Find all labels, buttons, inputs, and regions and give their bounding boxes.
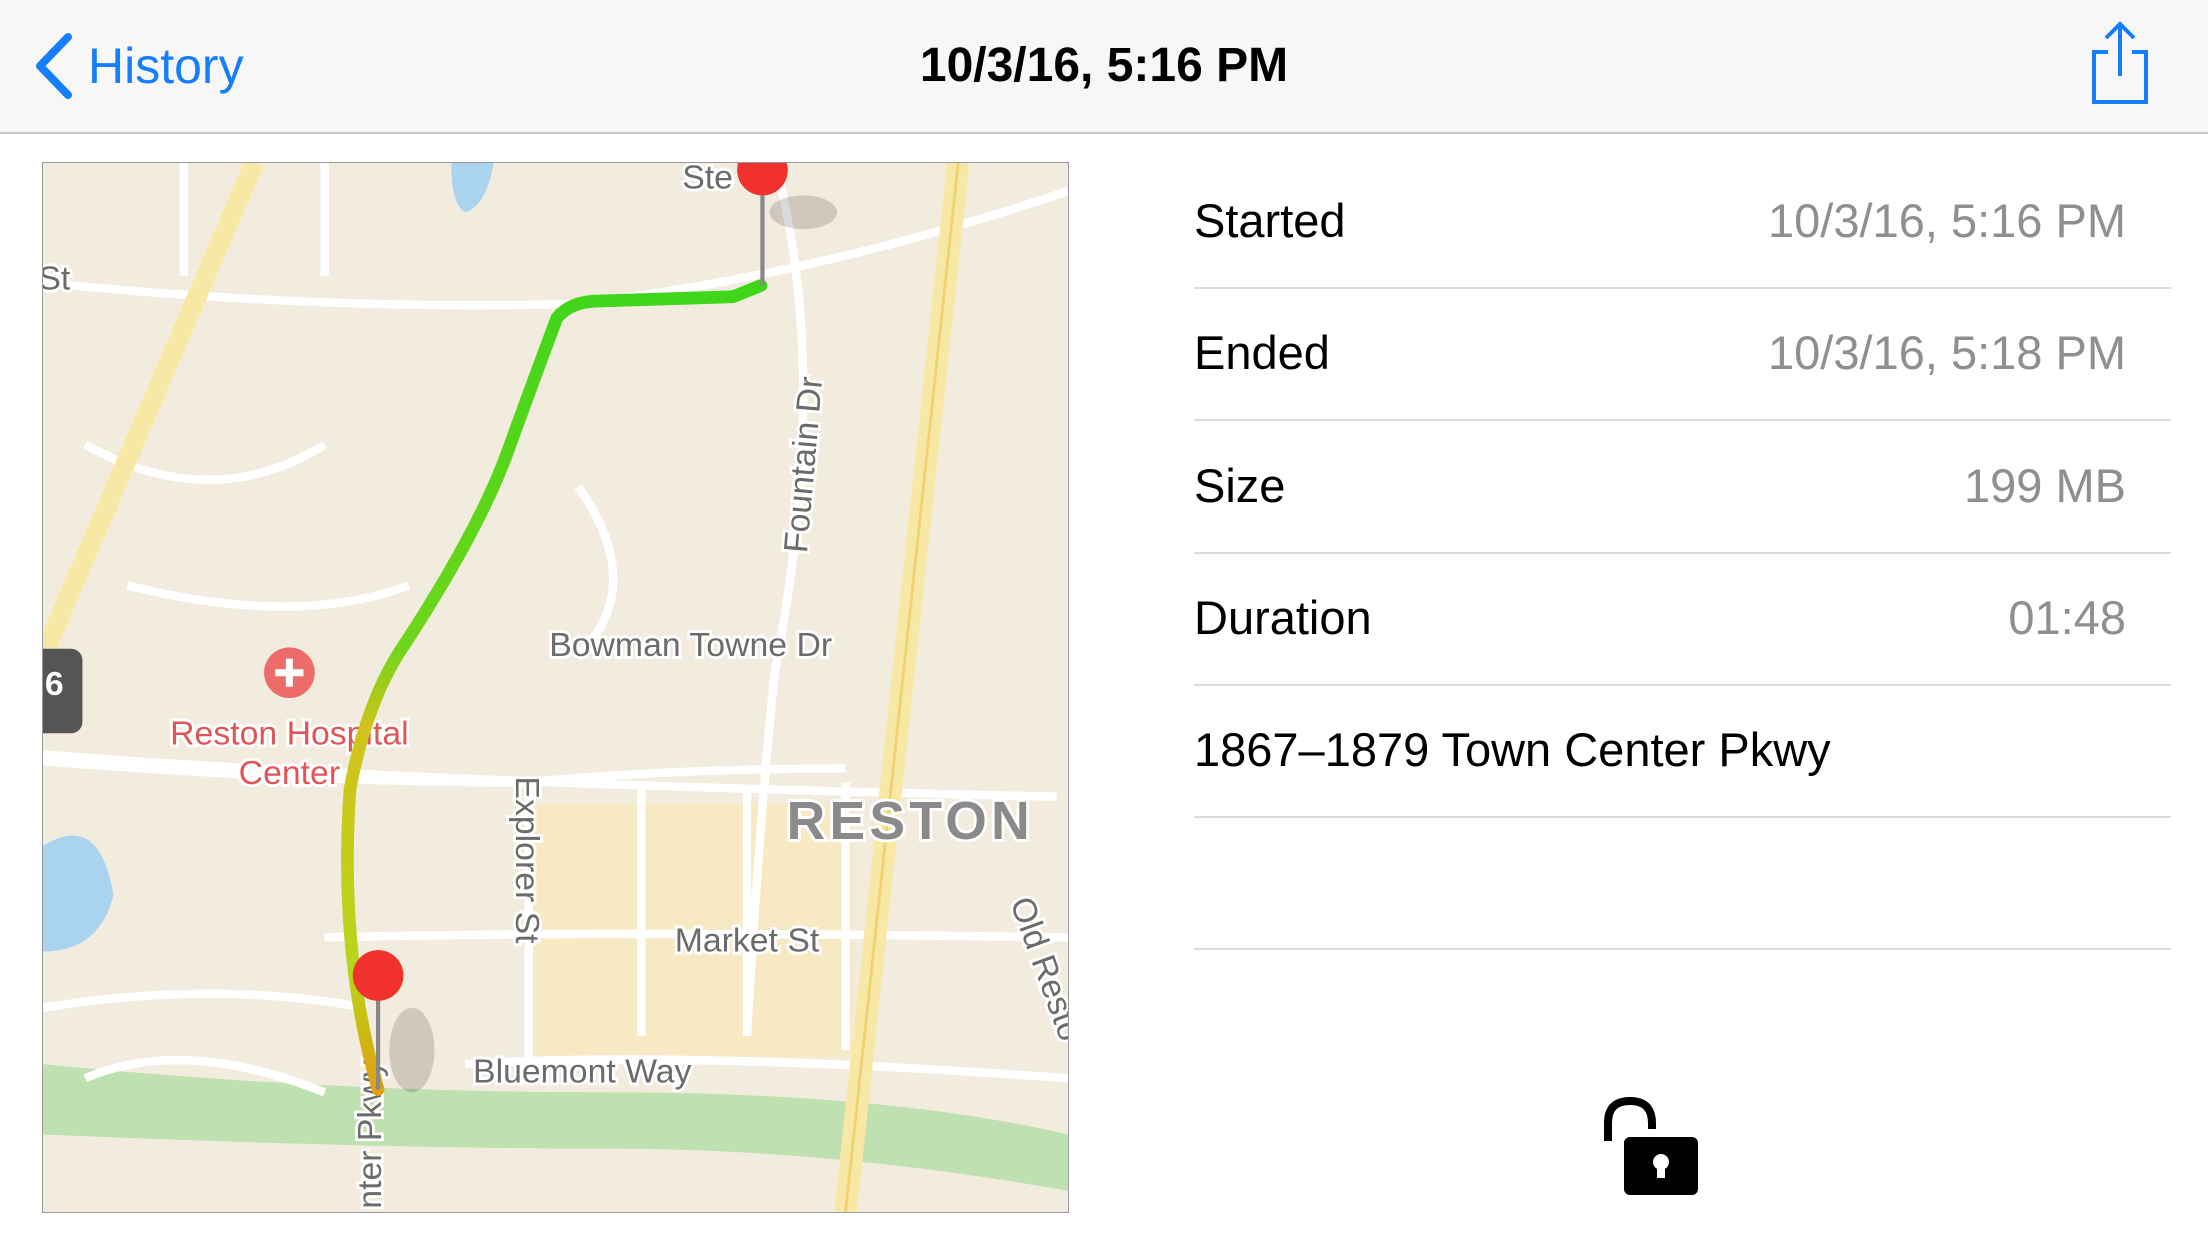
- row-label: Started: [1194, 194, 1346, 247]
- back-label: History: [88, 38, 244, 94]
- park: [43, 1064, 1068, 1191]
- row-value: 199 MB: [1964, 459, 2126, 512]
- map-label: Explorer St: [508, 776, 546, 944]
- route: [341, 279, 768, 1096]
- highways: [43, 163, 970, 1212]
- water: [451, 163, 494, 213]
- hospital-cross: [275, 658, 304, 687]
- share-button[interactable]: [2090, 20, 2150, 106]
- map-label: St: [43, 260, 71, 298]
- map-label: 6: [45, 665, 64, 703]
- back-button[interactable]: History: [34, 30, 244, 102]
- map-label: Center: [239, 754, 340, 792]
- map-label: Market St: [675, 922, 820, 960]
- end-pin: [737, 163, 838, 286]
- route-shield: [43, 648, 83, 734]
- row-label: Ended: [1194, 326, 1330, 379]
- map-svg: 6 Ste St Fountain Dr Bowman Towne Dr Res…: [43, 163, 1068, 1212]
- map-label: Ste: [682, 163, 733, 196]
- detail-row: Started 10/3/16, 5:16 PM: [1194, 155, 2171, 289]
- detail-row: Duration 01:48: [1194, 552, 2171, 686]
- map-label: RESTON: [787, 792, 1034, 851]
- map-label: Bowman Towne Dr: [549, 626, 832, 664]
- nav-bar: History 10/3/16, 5:16 PM: [0, 0, 2208, 134]
- water: [43, 835, 114, 952]
- start-pin: [352, 950, 435, 1093]
- row-label: Duration: [1194, 591, 1372, 644]
- row-value: 01:48: [2008, 591, 2126, 644]
- back-chevron: [36, 33, 72, 99]
- detail-row: Ended 10/3/16, 5:18 PM: [1194, 287, 2171, 421]
- address: 1867–1879 Town Center Pkwy: [1194, 723, 1831, 776]
- detail-row: [1194, 816, 2171, 950]
- row-value: 10/3/16, 5:18 PM: [1768, 326, 2126, 379]
- row-value: 10/3/16, 5:16 PM: [1768, 194, 2126, 247]
- map-label: Bluemont Way: [473, 1052, 692, 1090]
- row-label: Size: [1194, 459, 1286, 512]
- detail-row: 1867–1879 Town Center Pkwy: [1194, 684, 2171, 818]
- lock-button[interactable]: [1600, 1095, 1704, 1199]
- map[interactable]: 6 Ste St Fountain Dr Bowman Towne Dr Res…: [42, 162, 1069, 1213]
- roads: [43, 163, 1068, 1097]
- nav-title: 10/3/16, 5:16 PM: [919, 39, 1289, 92]
- detail-row: Size 199 MB: [1194, 420, 2171, 554]
